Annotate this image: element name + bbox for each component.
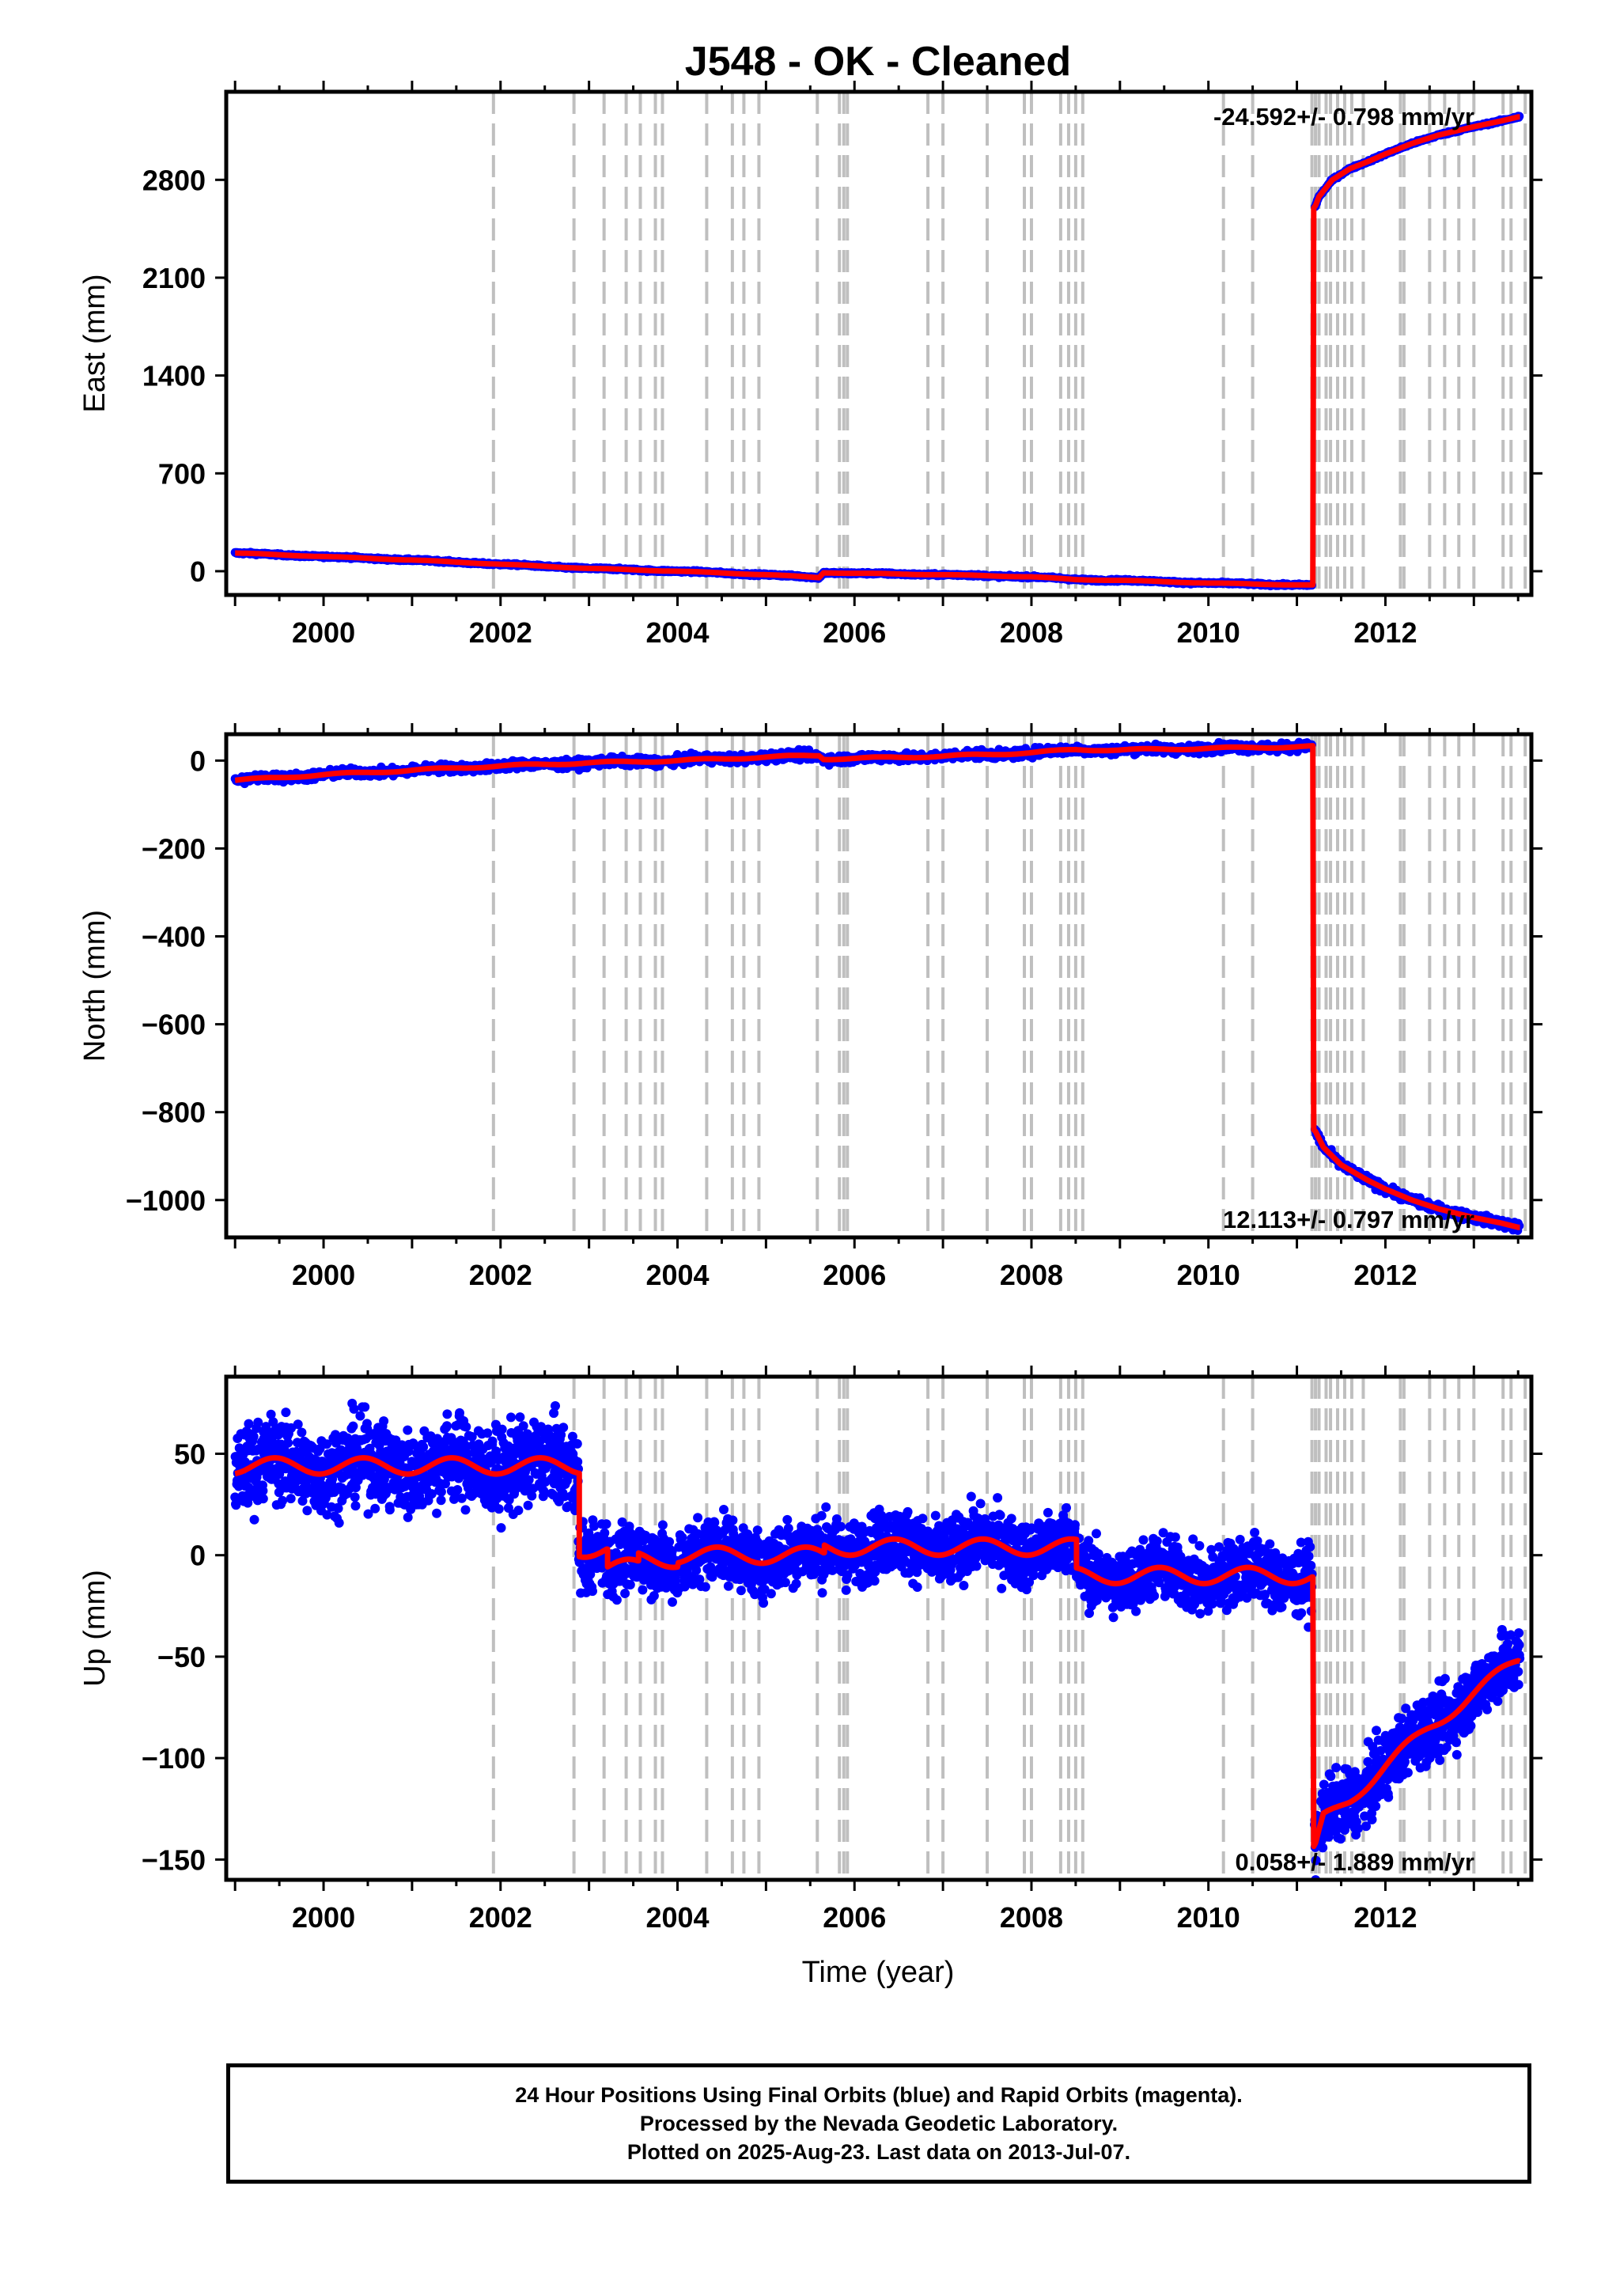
- plot-frame: [224, 89, 1534, 597]
- x-tick-label: 2002: [469, 616, 532, 649]
- y-tick-label: 0: [190, 555, 206, 588]
- x-tick-label: 2004: [645, 616, 709, 649]
- y-tick-label: 1400: [142, 360, 206, 392]
- panels: 2000 2002 2004 2006 2008 2010 2012 0 700 1400 2100…: [78, 81, 1542, 1934]
- chart-title: J548 - OK - Cleaned: [685, 39, 1071, 85]
- y-tick-label: 700: [158, 457, 206, 490]
- y-tick-label: 2100: [142, 262, 206, 294]
- x-tick-label: 2008: [1000, 616, 1063, 649]
- rate-label: -24.592+/- 0.798 mm/yr: [1213, 103, 1474, 131]
- plot-area: [230, 92, 1527, 595]
- x-tick-label: 2010: [1177, 616, 1240, 649]
- x-tick-label: 2006: [823, 616, 886, 649]
- plot-area: [230, 734, 1527, 1237]
- y-axis-label: East (mm): [78, 274, 112, 412]
- panel-2: 2000 2002 2004 2006 2008 2010 20120−200−400−60…: [78, 723, 1542, 1291]
- y-tick-label: 2800: [142, 164, 206, 196]
- panel-1: 2000 2002 2004 2006 2008 2010 2012 0 700 1400 2100…: [78, 81, 1542, 649]
- x-tick-label: 2000: [292, 616, 355, 649]
- x-tick-label: 2012: [1353, 616, 1417, 649]
